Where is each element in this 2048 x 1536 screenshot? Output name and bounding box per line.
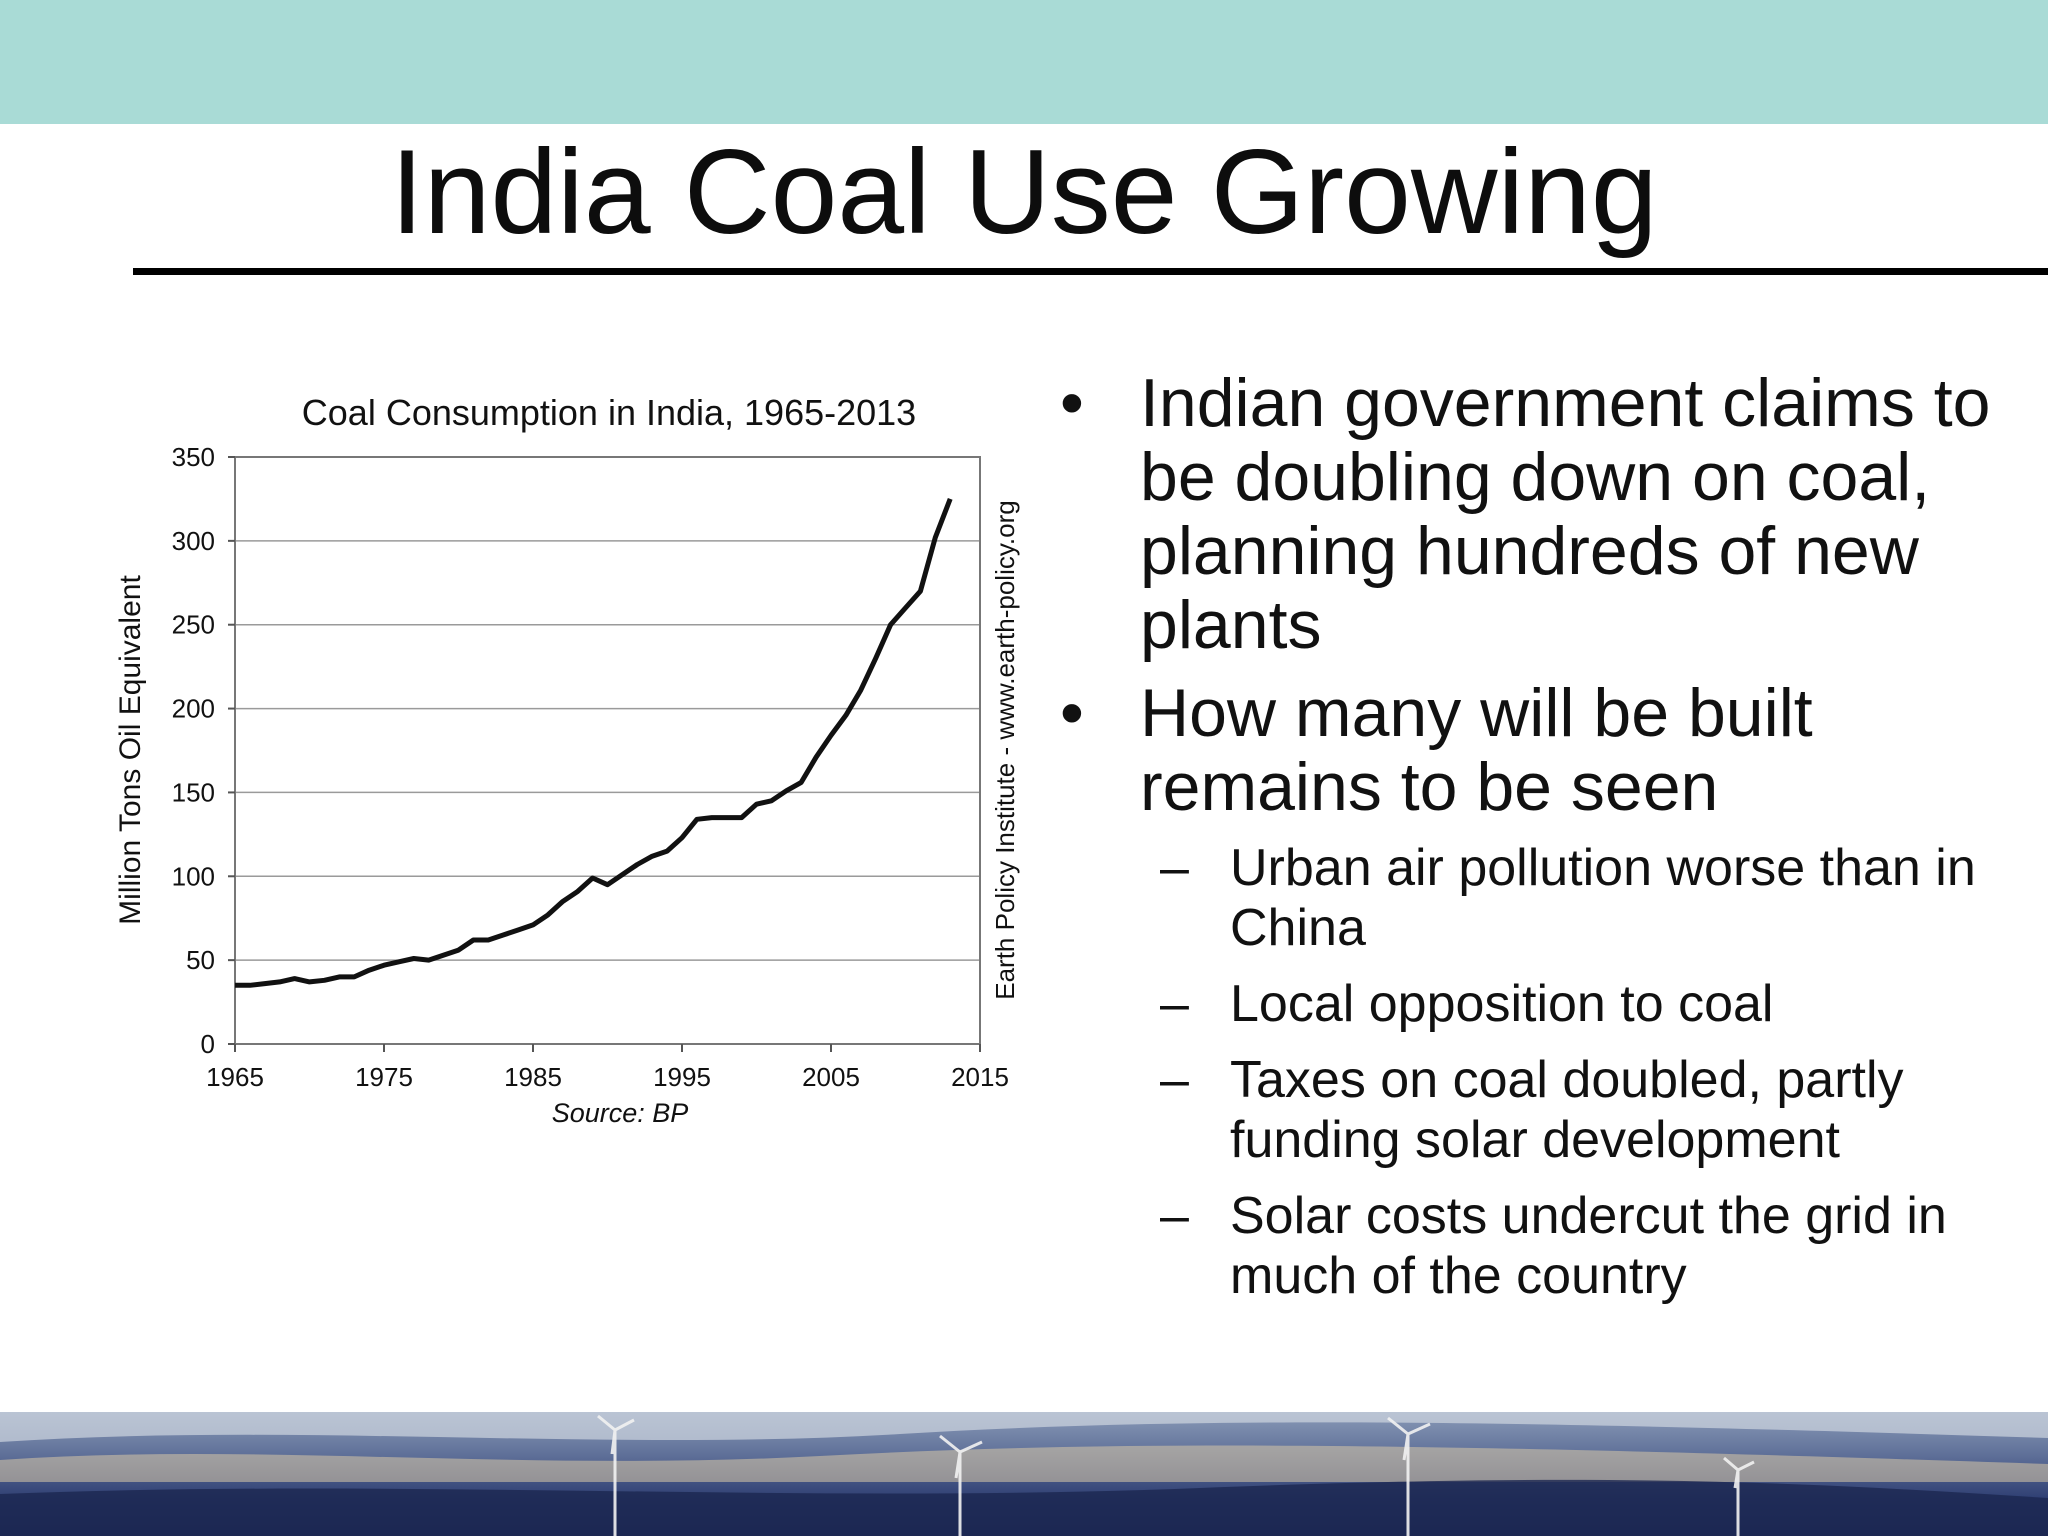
y-tick-label: 150 [172, 777, 215, 807]
y-tick-label: 350 [172, 442, 215, 472]
bullet-mark: • [1060, 675, 1084, 751]
chart-svg: Coal Consumption in India, 1965-2013 0 50… [114, 392, 1020, 1128]
landscape-illustration [0, 1412, 2048, 1536]
header-band [0, 0, 2048, 124]
x-tick-label: 1965 [206, 1062, 264, 1092]
sub-bullet-mark: – [1160, 839, 1189, 897]
chart-title: Coal Consumption in India, 1965-2013 [302, 392, 916, 433]
y-axis-ticks: 0 50 100 150 200 250 300 350 [172, 442, 235, 1059]
bullet-item: • Indian government claims to be doublin… [1060, 366, 2020, 662]
series-line-coal [235, 497, 953, 988]
x-axis-ticks: 1965 1975 1985 1995 2005 2015 [206, 1044, 1009, 1092]
sub-bullet-mark: – [1160, 1187, 1189, 1245]
footer-landscape-image [0, 1412, 2048, 1536]
sub-bullet-mark: – [1160, 975, 1189, 1033]
bullet-mark: • [1060, 365, 1084, 441]
sub-bullet-item: – Solar costs undercut the grid in much … [1060, 1186, 2020, 1306]
x-tick-label: 1975 [355, 1062, 413, 1092]
slide-title: India Coal Use Growing [390, 125, 1658, 259]
plot-area-frame [234, 456, 981, 1045]
x-tick-label: 2015 [951, 1062, 1009, 1092]
y-tick-label: 200 [172, 694, 215, 724]
sub-bullet-text: Urban air pollution worse than in China [1230, 839, 1976, 957]
title-divider [133, 268, 2048, 275]
x-tick-label: 1985 [504, 1062, 562, 1092]
sub-bullet-mark: – [1160, 1051, 1189, 1109]
y-tick-label: 50 [186, 945, 215, 975]
sub-bullet-text: Solar costs undercut the grid in much of… [1230, 1187, 1947, 1305]
sub-bullet-item: – Taxes on coal doubled, partly funding … [1060, 1050, 2020, 1170]
bullet-text: Indian government claims to be doubling … [1140, 365, 1991, 663]
y-tick-label: 100 [172, 861, 215, 891]
chart-side-label: Earth Policy Institute - www.earth-polic… [990, 500, 1020, 999]
y-tick-label: 250 [172, 610, 215, 640]
y-axis-label: Million Tons Oil Equivalent [114, 575, 147, 925]
grid-lines [235, 456, 980, 1045]
y-tick-label: 300 [172, 526, 215, 556]
x-tick-label: 2005 [802, 1062, 860, 1092]
bullet-item: • How many will be built remains to be s… [1060, 676, 2020, 824]
coal-consumption-chart: Coal Consumption in India, 1965-2013 0 50… [110, 375, 1040, 1145]
sub-bullet-text: Local opposition to coal [1230, 975, 1774, 1033]
x-tick-label: 1995 [653, 1062, 711, 1092]
sub-bullet-text: Taxes on coal doubled, partly funding so… [1230, 1051, 1904, 1169]
sub-bullet-item: – Urban air pollution worse than in Chin… [1060, 838, 2020, 958]
y-tick-label: 0 [201, 1029, 215, 1059]
bullet-list: • Indian government claims to be doublin… [1060, 366, 2020, 1322]
bullet-text: How many will be built remains to be see… [1140, 675, 1813, 825]
chart-source: Source: BP [552, 1098, 689, 1128]
sub-bullet-item: – Local opposition to coal [1060, 974, 2020, 1034]
